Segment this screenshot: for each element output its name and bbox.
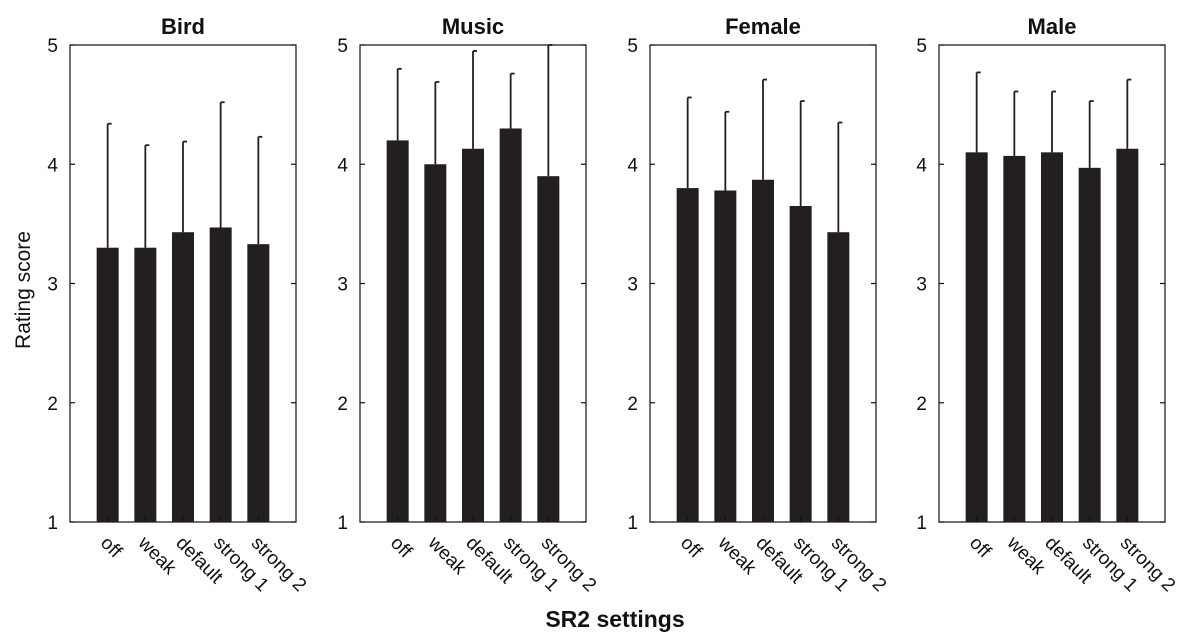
x-tick-label: weak bbox=[1002, 532, 1049, 579]
y-tick-label: 3 bbox=[916, 275, 927, 296]
y-tick-label: 3 bbox=[627, 275, 638, 296]
bar bbox=[424, 164, 447, 522]
bar bbox=[247, 244, 270, 522]
x-tick-label: off bbox=[676, 533, 706, 563]
y-tick-label: 4 bbox=[627, 155, 638, 176]
bar bbox=[789, 205, 812, 523]
y-tick-label: 4 bbox=[47, 155, 58, 176]
y-tick-label: 1 bbox=[337, 513, 348, 534]
bar bbox=[676, 188, 699, 522]
panel-title: Bird bbox=[161, 14, 205, 39]
y-tick-label: 1 bbox=[916, 513, 927, 534]
bar bbox=[965, 152, 988, 522]
y-tick-label: 1 bbox=[627, 513, 638, 534]
bar bbox=[1041, 152, 1063, 522]
bar bbox=[499, 128, 522, 522]
bar bbox=[827, 232, 850, 522]
y-tick-label: 4 bbox=[337, 155, 348, 176]
y-tick-label: 5 bbox=[337, 36, 348, 57]
y-tick-label: 2 bbox=[916, 394, 927, 415]
bar bbox=[714, 190, 737, 523]
y-tick-label: 2 bbox=[337, 394, 348, 415]
bar bbox=[172, 232, 194, 522]
x-tick-label: off bbox=[386, 533, 416, 563]
bar bbox=[134, 247, 157, 522]
y-tick-label: 1 bbox=[47, 513, 58, 534]
bar bbox=[537, 176, 560, 523]
x-tick-label: weak bbox=[133, 532, 180, 579]
x-tick-label: off bbox=[96, 533, 126, 563]
bar bbox=[1078, 167, 1101, 522]
y-tick-label: 4 bbox=[916, 155, 927, 176]
bar bbox=[752, 179, 774, 522]
y-axis-label: Rating score bbox=[12, 231, 35, 349]
y-tick-label: 5 bbox=[627, 36, 638, 57]
x-tick-label: weak bbox=[423, 532, 470, 579]
y-tick-label: 2 bbox=[627, 394, 638, 415]
panel-title: Female bbox=[725, 14, 801, 39]
y-tick-label: 2 bbox=[47, 394, 58, 415]
x-tick-label: weak bbox=[713, 532, 760, 579]
bar bbox=[386, 140, 409, 522]
bar bbox=[1116, 148, 1139, 522]
y-tick-label: 5 bbox=[916, 36, 927, 57]
y-tick-label: 3 bbox=[337, 275, 348, 296]
bar bbox=[1003, 155, 1026, 522]
panel-title: Male bbox=[1028, 14, 1077, 39]
bar bbox=[209, 227, 232, 522]
bar bbox=[96, 247, 119, 522]
panel-title: Music bbox=[442, 14, 504, 39]
y-tick-label: 3 bbox=[47, 275, 58, 296]
bar bbox=[462, 148, 484, 522]
x-tick-label: off bbox=[965, 533, 995, 563]
y-tick-label: 5 bbox=[47, 36, 58, 57]
x-axis-label: SR2 settings bbox=[545, 606, 684, 632]
